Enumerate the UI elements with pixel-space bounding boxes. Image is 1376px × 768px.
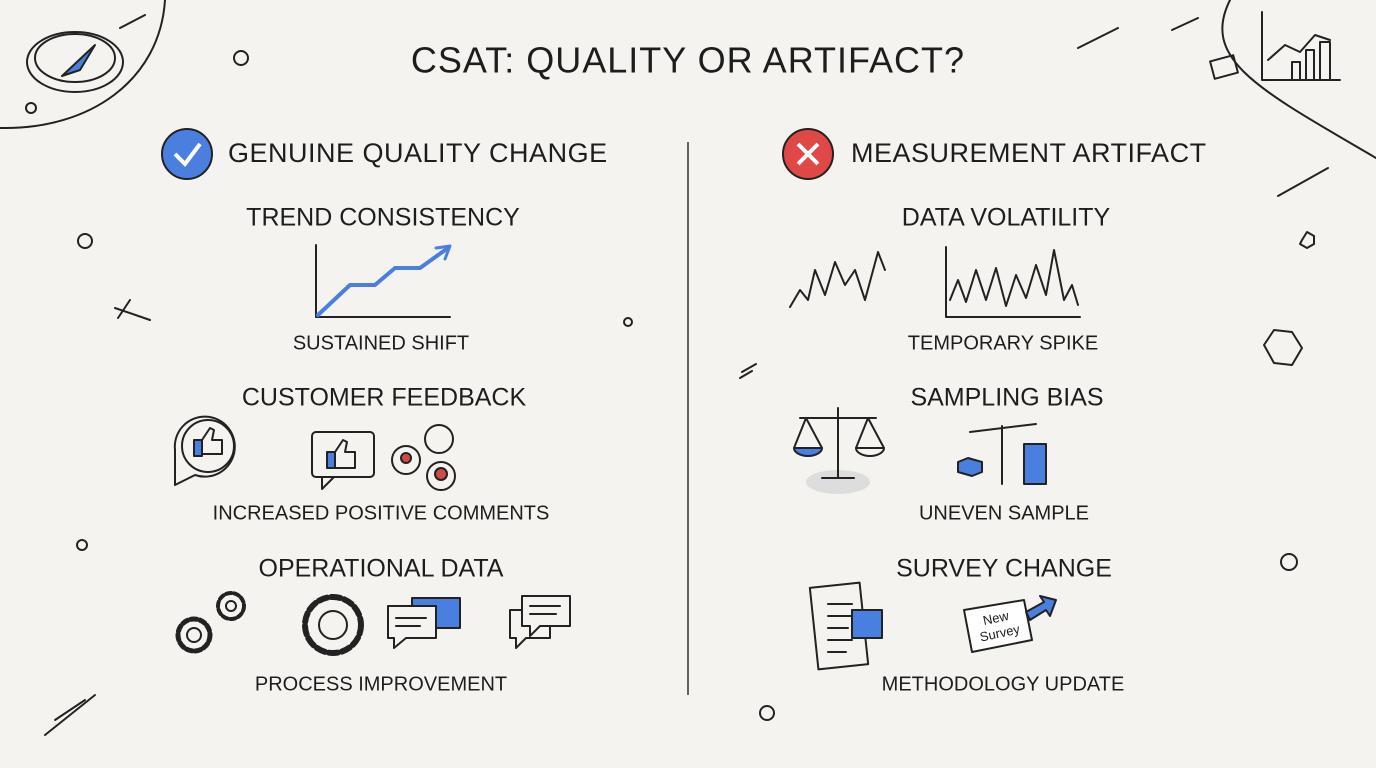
section-heading: CUSTOMER FEEDBACK (242, 384, 527, 412)
section-caption: PROCESS IMPROVEMENT (255, 673, 507, 695)
column-heading: GENUINE QUALITY CHANGE (228, 138, 608, 168)
decorations (0, 0, 1376, 736)
trend-icon (315, 244, 452, 318)
survey-icons (808, 581, 1057, 671)
section-heading: SAMPLING BIAS (910, 384, 1103, 412)
title: CSAT: QUALITY OR ARTIFACT? (411, 40, 965, 81)
section-caption: SUSTAINED SHIFT (293, 332, 469, 354)
sign-text: New (981, 608, 1010, 628)
column-heading: MEASUREMENT ARTIFACT (851, 138, 1207, 168)
check-icon (161, 128, 213, 180)
volatility-icons (789, 246, 1081, 318)
section-heading: SURVEY CHANGE (896, 555, 1112, 583)
check-mark (173, 142, 202, 168)
section-caption: TEMPORARY SPIKE (908, 332, 1098, 354)
section-heading: DATA VOLATILITY (902, 204, 1111, 232)
feedback-icons (173, 415, 456, 491)
section-caption: INCREASED POSITIVE COMMENTS (213, 502, 550, 524)
section-heading: TREND CONSISTENCY (246, 204, 520, 232)
section-caption: METHODOLOGY UPDATE (882, 673, 1125, 695)
section-caption: UNEVEN SAMPLE (919, 502, 1089, 524)
section-heading: OPERATIONAL DATA (259, 555, 504, 583)
operations-icons (175, 591, 571, 656)
bias-icons (793, 407, 1047, 494)
cross-mark (796, 142, 820, 166)
